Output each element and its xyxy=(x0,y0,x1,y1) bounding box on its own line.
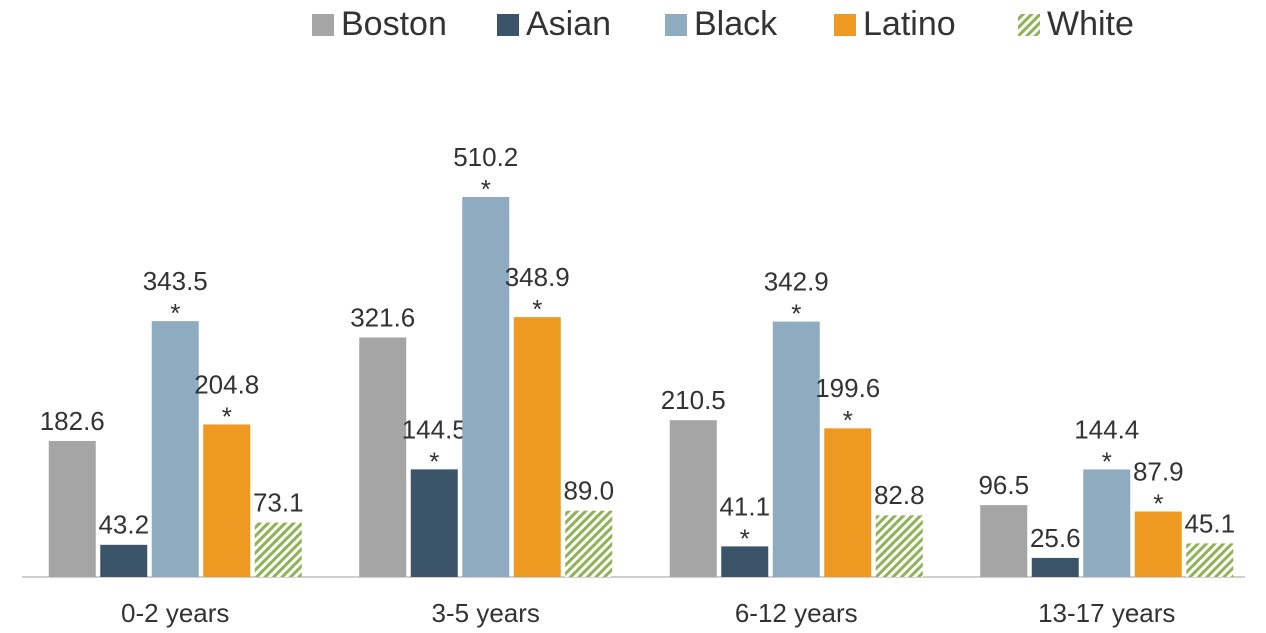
data-label: 204.8 xyxy=(194,369,259,399)
annotation: * xyxy=(481,174,491,204)
annotation: * xyxy=(1153,488,1163,518)
bar xyxy=(254,522,302,577)
data-label: 199.6 xyxy=(815,373,880,403)
bar xyxy=(359,337,407,577)
legend-swatch xyxy=(834,14,856,36)
bar xyxy=(48,440,96,577)
bar xyxy=(151,321,199,577)
data-label: 96.5 xyxy=(978,470,1029,500)
bar xyxy=(513,317,561,577)
annotation: * xyxy=(222,401,232,431)
annotation: * xyxy=(1102,446,1112,476)
data-label: 348.9 xyxy=(505,262,570,292)
bar xyxy=(875,515,923,577)
data-label: 342.9 xyxy=(764,266,829,296)
legend-label: Latino xyxy=(863,5,956,43)
x-tick-label: 13-17 years xyxy=(1038,598,1175,628)
annotation: * xyxy=(843,405,853,435)
x-tick-label: 0-2 years xyxy=(121,598,229,628)
legend-label: White xyxy=(1047,5,1134,43)
data-label: 144.5 xyxy=(402,414,467,444)
bar xyxy=(410,469,458,577)
data-label: 41.1 xyxy=(719,491,770,521)
data-label: 87.9 xyxy=(1133,456,1184,486)
data-label: 321.6 xyxy=(350,302,415,332)
data-label: 343.5 xyxy=(143,266,208,296)
annotation: * xyxy=(170,298,180,328)
legend-label: Boston xyxy=(341,5,447,43)
data-label: 182.6 xyxy=(40,406,105,436)
annotation: * xyxy=(791,298,801,328)
data-label: 144.4 xyxy=(1074,414,1139,444)
bar xyxy=(100,544,148,577)
annotation: * xyxy=(740,523,750,553)
bar xyxy=(824,428,872,577)
bar xyxy=(1083,469,1131,577)
bar xyxy=(565,510,613,577)
bar xyxy=(1031,557,1079,577)
data-label: 73.1 xyxy=(253,487,304,517)
legend-swatch xyxy=(312,14,334,36)
annotation: * xyxy=(429,446,439,476)
data-label: 89.0 xyxy=(563,476,614,506)
data-label: 45.1 xyxy=(1184,508,1235,538)
legend-swatch xyxy=(497,14,519,36)
legend-swatch xyxy=(1018,14,1040,36)
annotation: * xyxy=(532,294,542,324)
x-tick-label: 6-12 years xyxy=(735,598,858,628)
data-label: 82.8 xyxy=(874,480,925,510)
bar xyxy=(980,505,1028,577)
data-label: 25.6 xyxy=(1030,523,1081,553)
bar xyxy=(669,420,717,577)
bar xyxy=(462,197,510,577)
bar xyxy=(203,424,251,577)
bar xyxy=(1134,511,1182,577)
legend-label: Black xyxy=(694,5,778,43)
legend-swatch xyxy=(665,14,687,36)
data-label: 510.2 xyxy=(453,142,518,172)
bar xyxy=(772,321,820,577)
x-tick-label: 3-5 years xyxy=(432,598,540,628)
bar xyxy=(721,546,769,577)
legend-label: Asian xyxy=(526,5,611,43)
data-label: 210.5 xyxy=(661,385,726,415)
bar xyxy=(1186,543,1234,577)
data-label: 43.2 xyxy=(98,510,149,540)
